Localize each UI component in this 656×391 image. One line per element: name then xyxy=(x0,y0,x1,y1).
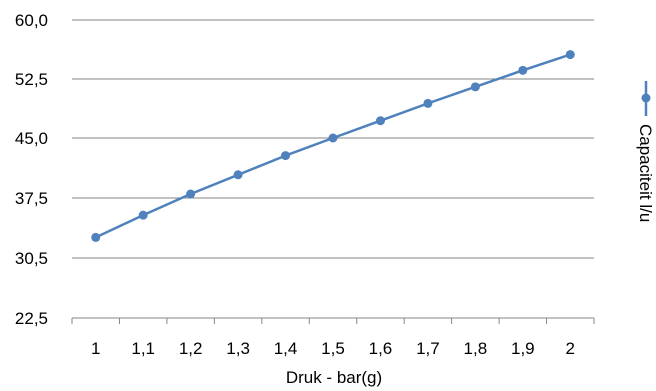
x-tick-label: 1,1 xyxy=(131,339,155,358)
legend-label: Capaciteit l/u xyxy=(636,124,655,222)
x-tick-label: 1 xyxy=(91,339,100,358)
x-tick-label: 1,9 xyxy=(511,339,535,358)
x-axis-title: Druk - bar(g) xyxy=(286,368,382,387)
y-axis-tick-labels: 22,5 30,5 37,5 45,0 52,5 60,0 xyxy=(15,11,48,328)
data-point xyxy=(281,151,291,161)
y-tick-label: 30,5 xyxy=(15,249,48,268)
data-point xyxy=(470,82,480,92)
x-tick-label: 1,6 xyxy=(369,339,393,358)
x-tick-label: 2 xyxy=(566,339,575,358)
data-point xyxy=(138,210,148,220)
x-tick-label: 1,7 xyxy=(416,339,440,358)
y-tick-label: 45,0 xyxy=(15,129,48,148)
data-point xyxy=(186,189,196,199)
data-point xyxy=(375,116,385,126)
x-tick-label: 1,5 xyxy=(321,339,345,358)
x-tick-label: 1,4 xyxy=(274,339,298,358)
legend: Capaciteit l/u xyxy=(636,81,655,222)
y-tick-label: 60,0 xyxy=(15,11,48,30)
x-axis xyxy=(71,317,595,324)
x-tick-label: 1,8 xyxy=(464,339,488,358)
series-line xyxy=(95,53,571,239)
x-axis-tick-labels: 1 1,1 1,2 1,3 1,4 1,5 1,6 1,7 1,8 1,9 2 xyxy=(91,339,575,358)
series-group xyxy=(91,50,575,242)
y-tick-label: 52,5 xyxy=(15,70,48,89)
data-point xyxy=(328,133,338,143)
y-tick-label: 37,5 xyxy=(15,189,48,208)
data-point xyxy=(565,50,575,60)
data-point xyxy=(91,232,101,242)
y-tick-label: 22,5 xyxy=(15,309,48,328)
x-tick-label: 1,2 xyxy=(179,339,203,358)
data-point xyxy=(423,98,433,108)
x-tick-label: 1,3 xyxy=(226,339,250,358)
legend-marker xyxy=(641,93,651,103)
data-point xyxy=(518,65,528,75)
data-point xyxy=(233,170,243,180)
